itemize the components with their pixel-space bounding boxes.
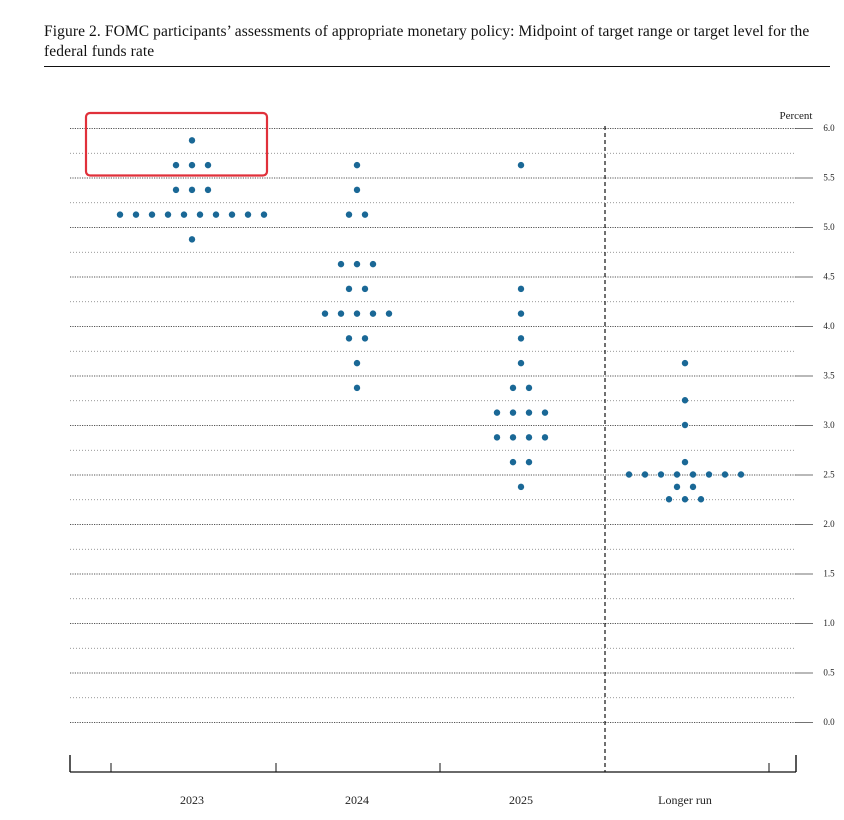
category-label: 2024 bbox=[345, 793, 369, 807]
y-tick-label: 3.5 bbox=[823, 371, 835, 381]
dot bbox=[525, 409, 533, 416]
dot bbox=[525, 458, 533, 466]
y-tick-label: 4.0 bbox=[823, 321, 835, 331]
highlight-rect bbox=[84, 111, 269, 177]
dot bbox=[697, 496, 705, 503]
dot bbox=[509, 409, 517, 416]
dot bbox=[116, 211, 124, 218]
dot bbox=[353, 359, 361, 367]
dot bbox=[541, 434, 549, 441]
y-tick-label: 3.0 bbox=[823, 420, 835, 430]
dot bbox=[673, 471, 681, 478]
category-label: 2023 bbox=[180, 793, 204, 807]
dot bbox=[353, 161, 361, 169]
dot bbox=[337, 260, 345, 268]
dot bbox=[353, 310, 361, 317]
dot bbox=[673, 483, 681, 491]
y-tick-label: 0.5 bbox=[823, 668, 835, 678]
y-tick-label: 5.5 bbox=[823, 173, 835, 183]
dot bbox=[509, 384, 517, 392]
dot bbox=[180, 211, 188, 218]
dot bbox=[641, 471, 649, 478]
dot bbox=[493, 434, 501, 441]
dot bbox=[517, 285, 525, 293]
dot bbox=[369, 260, 377, 268]
dot bbox=[681, 421, 689, 429]
dot bbox=[204, 161, 212, 169]
category-label: 2025 bbox=[509, 793, 533, 807]
dot bbox=[737, 471, 745, 478]
dot bbox=[509, 458, 517, 466]
dot bbox=[541, 409, 549, 416]
dot bbox=[204, 186, 212, 194]
y-tick-label: 1.0 bbox=[823, 618, 835, 628]
highlight-box bbox=[84, 111, 269, 177]
dot bbox=[361, 285, 369, 293]
dot bbox=[345, 211, 353, 218]
dot bbox=[665, 496, 673, 503]
dot bbox=[353, 186, 361, 194]
gridlines bbox=[70, 128, 796, 723]
dot bbox=[345, 285, 353, 293]
y-unit-label: Percent bbox=[780, 110, 813, 122]
dot bbox=[369, 310, 377, 317]
dot bbox=[132, 211, 140, 218]
dot bbox=[689, 483, 697, 491]
dot bbox=[353, 384, 361, 392]
category-label: Longer run bbox=[658, 793, 712, 807]
y-tick-label: 6.0 bbox=[823, 123, 835, 133]
dot bbox=[172, 161, 180, 169]
dot bbox=[361, 211, 369, 218]
dot bbox=[148, 211, 156, 218]
dot bbox=[164, 211, 172, 218]
dot bbox=[228, 211, 236, 218]
y-tick-label: 5.0 bbox=[823, 222, 835, 232]
dots bbox=[116, 137, 745, 503]
dot bbox=[657, 471, 665, 478]
dot bbox=[525, 434, 533, 441]
dot bbox=[345, 335, 353, 342]
dot bbox=[525, 384, 533, 392]
dot bbox=[260, 211, 268, 218]
figure-title: Figure 2. FOMC participants’ assessments… bbox=[44, 23, 810, 60]
dot bbox=[517, 310, 525, 317]
dot bbox=[212, 211, 220, 218]
title-rule bbox=[44, 66, 830, 67]
y-tick-labels: 0.0 0.5 1.0 1.5 2.0 2.5 3.0 3.5 4.0 4.5 5.0 5.5 6.0 bbox=[796, 123, 835, 727]
y-tick-label: 0.0 bbox=[823, 717, 835, 727]
dot bbox=[361, 335, 369, 342]
dot bbox=[517, 483, 525, 491]
dot bbox=[705, 471, 713, 478]
y-tick-label: 2.0 bbox=[823, 519, 835, 529]
y-tick-label: 1.5 bbox=[823, 569, 835, 579]
category-labels: 2023 2024 2025 Longer run bbox=[180, 793, 712, 807]
y-tick-label: 2.5 bbox=[823, 470, 835, 480]
y-tick-label: 4.5 bbox=[823, 272, 835, 282]
dot bbox=[188, 186, 196, 194]
dot bbox=[188, 161, 196, 169]
dot bbox=[196, 211, 204, 218]
dot bbox=[681, 397, 689, 404]
dot bbox=[517, 161, 525, 169]
dot bbox=[321, 310, 329, 317]
dot bbox=[493, 409, 501, 416]
dot bbox=[244, 211, 252, 218]
dot bbox=[509, 434, 517, 441]
dot bbox=[681, 496, 689, 503]
dot bbox=[385, 310, 393, 317]
dot bbox=[681, 359, 689, 367]
x-axis bbox=[69, 755, 797, 773]
dot bbox=[337, 310, 345, 317]
dot bbox=[681, 458, 689, 466]
dot bbox=[188, 137, 196, 144]
dot bbox=[689, 471, 697, 478]
dot bbox=[188, 236, 196, 243]
dot bbox=[625, 471, 633, 478]
dot bbox=[721, 471, 729, 478]
dot bbox=[517, 359, 525, 367]
dot bbox=[517, 335, 525, 342]
dot bbox=[353, 260, 361, 268]
dot bbox=[172, 186, 180, 194]
